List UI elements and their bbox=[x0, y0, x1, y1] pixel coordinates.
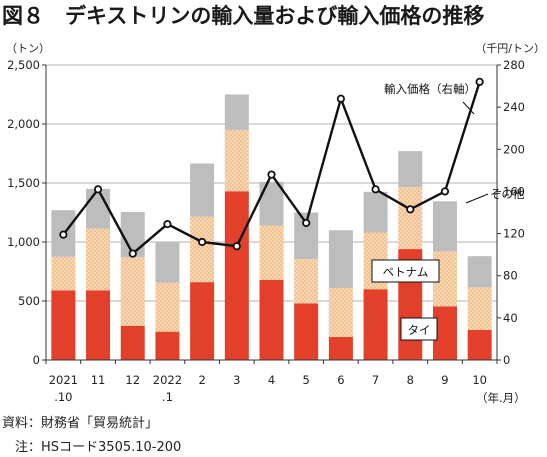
other-series-label: その他 bbox=[490, 187, 525, 201]
bar-thai bbox=[190, 282, 215, 360]
bar-other bbox=[86, 188, 111, 229]
bar-vietnam bbox=[190, 216, 215, 283]
bar-other bbox=[328, 230, 353, 289]
thai-label-box bbox=[400, 317, 438, 341]
bar-vietnam bbox=[467, 287, 492, 330]
bar-vietnam bbox=[328, 288, 353, 337]
x-tick-label: 8 bbox=[407, 373, 414, 387]
bar-vietnam bbox=[398, 187, 423, 250]
bar-thai bbox=[294, 303, 319, 360]
bar-thai bbox=[51, 290, 76, 360]
x-axis-ticks: 2021 .10 11 12 2022 .1 2 3 4 5 6 7 8 9 10 bbox=[45, 360, 498, 404]
x-tick-label: 11 bbox=[91, 373, 106, 387]
left-tick-label: 2,500 bbox=[7, 58, 40, 72]
price-line-label: 輸入価格（右軸） bbox=[384, 82, 476, 96]
bar-other bbox=[155, 242, 180, 283]
left-tick-label: 2,000 bbox=[7, 117, 40, 131]
bar-vietnam bbox=[51, 256, 76, 291]
price-point bbox=[198, 237, 207, 247]
left-axis-unit: （トン） bbox=[6, 42, 50, 55]
x-tick-label: 5 bbox=[303, 373, 310, 387]
x-tick-label: 4 bbox=[268, 373, 275, 387]
bar-thai bbox=[155, 331, 180, 360]
x-tick-label: 7 bbox=[372, 373, 379, 387]
source-note: 資料：財務省「貿易統計」 bbox=[2, 415, 158, 431]
bar-other bbox=[190, 163, 215, 217]
price-point bbox=[336, 94, 345, 103]
price-point bbox=[59, 230, 68, 239]
left-tick-label: 0 bbox=[33, 353, 40, 367]
x-tick-label: 10 bbox=[472, 373, 487, 387]
bar-thai bbox=[86, 290, 111, 360]
price-point bbox=[406, 205, 415, 214]
bar-other bbox=[432, 201, 457, 252]
x-tick-label: 6 bbox=[337, 373, 344, 387]
bar-other bbox=[224, 94, 249, 130]
bars bbox=[51, 94, 492, 360]
vietnam-series-label: ベトナム bbox=[383, 265, 429, 279]
left-axis-ticks: 0 500 1,000 1,500 2,000 2,500 bbox=[7, 58, 46, 367]
price-point bbox=[440, 187, 450, 196]
left-tick-label: 1,000 bbox=[7, 235, 40, 249]
right-tick-label: 240 bbox=[503, 100, 525, 114]
vietnam-label-box bbox=[371, 259, 440, 283]
bar-thai bbox=[120, 325, 145, 360]
price-line bbox=[59, 77, 484, 258]
bar-other bbox=[363, 191, 388, 233]
x-tick-sublabel: .1 bbox=[162, 390, 173, 404]
price-point bbox=[267, 170, 276, 179]
x-tick-label: 9 bbox=[441, 373, 448, 387]
price-point bbox=[128, 249, 137, 258]
right-tick-label: 200 bbox=[503, 142, 525, 156]
right-tick-label: 80 bbox=[503, 269, 518, 283]
bar-other bbox=[259, 181, 284, 226]
left-tick-label: 500 bbox=[18, 294, 40, 308]
bar-vietnam bbox=[259, 225, 284, 280]
bar-vietnam bbox=[224, 129, 249, 192]
bar-other bbox=[467, 256, 492, 288]
x-axis-unit: （年.月） bbox=[476, 391, 526, 405]
bar-thai bbox=[363, 289, 388, 360]
bar-thai bbox=[224, 191, 249, 360]
right-tick-label: 0 bbox=[503, 353, 510, 367]
right-tick-label: 280 bbox=[503, 58, 525, 72]
bar-vietnam bbox=[155, 282, 180, 332]
x-tick-label: 2 bbox=[198, 373, 205, 387]
price-point bbox=[232, 242, 241, 251]
x-tick-label: 2022 bbox=[153, 373, 182, 387]
x-tick-label: 12 bbox=[125, 373, 140, 387]
price-point bbox=[93, 185, 103, 194]
x-tick-label: 3 bbox=[233, 373, 240, 387]
right-tick-label: 40 bbox=[503, 311, 518, 325]
right-tick-label: 120 bbox=[503, 227, 525, 241]
price-point bbox=[302, 218, 311, 228]
bar-thai bbox=[467, 329, 492, 360]
chart-title: 図８ デキストリンの輸入量および輸入価格の推移 bbox=[2, 4, 484, 28]
bar-vietnam bbox=[86, 228, 111, 291]
axes bbox=[45, 65, 498, 361]
hs-code-note: 注：HSコード3505.10-200 bbox=[2, 440, 181, 455]
bar-other bbox=[398, 151, 423, 188]
x-tick-label: 2021 bbox=[49, 373, 78, 387]
price-leader-line bbox=[462, 101, 475, 115]
left-tick-label: 1,500 bbox=[7, 176, 40, 190]
price-point bbox=[371, 185, 380, 194]
price-point bbox=[475, 77, 484, 86]
thai-series-label: タイ bbox=[408, 323, 431, 337]
x-tick-sublabel: .10 bbox=[54, 390, 72, 404]
right-tick-label: 160 bbox=[503, 184, 525, 198]
right-axis-ticks: 0 40 80 120 160 200 240 280 bbox=[497, 58, 525, 367]
bar-vietnam bbox=[294, 259, 319, 304]
bar-vietnam bbox=[120, 257, 145, 326]
right-axis-unit: （千円/トン） bbox=[475, 42, 545, 55]
bar-thai bbox=[328, 336, 353, 360]
price-point bbox=[163, 219, 172, 229]
bar-thai bbox=[259, 279, 284, 360]
other-leader-line bbox=[465, 193, 489, 204]
